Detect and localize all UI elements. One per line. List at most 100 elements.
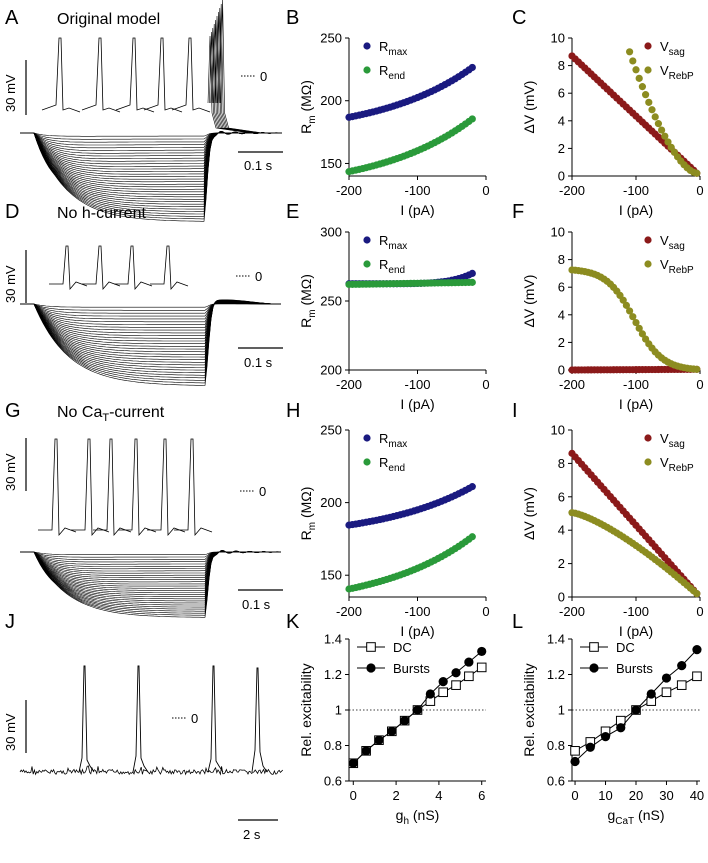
x-tick-label: 40 xyxy=(690,788,704,803)
y-tick-label: 2 xyxy=(558,335,565,350)
x-axis-label-sub: CaT xyxy=(615,816,634,827)
x-tick-label: 0 xyxy=(571,788,578,803)
action-potential xyxy=(71,438,110,537)
data-point-vrebp xyxy=(619,296,627,304)
x-tick-label: -100 xyxy=(623,377,649,392)
y-tick-label: 250 xyxy=(320,31,342,46)
data-point-bursts xyxy=(374,735,384,745)
legend-label-sub: RebP xyxy=(669,71,694,82)
legend-label-sub: end xyxy=(388,71,405,82)
x-axis-label-unit: (nS) xyxy=(409,807,439,823)
y-tick-label: 200 xyxy=(320,495,342,510)
data-point-bursts xyxy=(646,689,656,699)
data-point-vrebp xyxy=(642,91,650,99)
data-point-bursts xyxy=(692,645,702,655)
x-axis-label: I (pA) xyxy=(619,202,653,218)
y-tick-label: 150 xyxy=(320,156,342,171)
legend-marker-vsag xyxy=(644,42,652,50)
y-tick-label: 10 xyxy=(551,225,565,240)
panel-letter-j: J xyxy=(5,611,15,633)
data-point-rmax xyxy=(468,269,476,277)
action-potential xyxy=(81,37,121,113)
action-potential xyxy=(82,245,121,291)
legend-label-main: R xyxy=(379,257,388,272)
data-point-vrebp xyxy=(632,66,640,74)
y-tick-label: 8 xyxy=(558,252,565,267)
legend-label-rmax: Rmax xyxy=(379,39,407,58)
scale-voltage-g: 30 mV xyxy=(3,453,18,491)
data-point-bursts xyxy=(438,677,448,687)
trace-title-a: Original model xyxy=(57,11,160,28)
data-point-vrebp xyxy=(629,57,637,65)
panel-letter-d: D xyxy=(5,201,19,223)
panel-letter-l: L xyxy=(512,611,523,633)
legend-marker-vsag xyxy=(644,236,652,244)
hyperpolarizing-sweep xyxy=(26,551,282,578)
rebound-burst xyxy=(220,0,263,134)
y-axis-label-sub: m xyxy=(307,309,318,317)
y-tick-label: 0.6 xyxy=(324,774,342,789)
legend-label-sub: end xyxy=(388,463,405,474)
y-tick-label: 0.6 xyxy=(547,774,565,789)
voltage-trace-g xyxy=(20,438,282,618)
action-potential xyxy=(78,665,95,773)
data-point-dc xyxy=(676,680,687,690)
legend-marker-rend xyxy=(363,458,371,466)
legend-label-vrebp: VRebP xyxy=(660,455,694,474)
hyperpolarizing-sweep xyxy=(26,551,282,576)
action-potential xyxy=(174,438,213,537)
legend-label-bursts: Bursts xyxy=(616,661,653,676)
x-tick-label: 10 xyxy=(598,788,612,803)
data-point-vrebp xyxy=(635,324,643,332)
scale-voltage-a: 30 mV xyxy=(3,74,18,112)
y-tick-label: 300 xyxy=(320,225,342,240)
legend-label-main: V xyxy=(660,455,669,470)
y-tick-label: 250 xyxy=(320,423,342,438)
x-tick-label: 2 xyxy=(392,788,399,803)
y-axis-label: Rm (MΩ) xyxy=(298,274,318,328)
legend-label-main: R xyxy=(379,455,388,470)
y-axis-label: Rm (MΩ) xyxy=(298,80,318,134)
x-tick-label: -100 xyxy=(404,183,430,198)
panel-letter-a: A xyxy=(5,7,19,29)
legend-label-main: R xyxy=(379,233,388,248)
data-point-dc xyxy=(451,680,461,690)
legend-label-sub: RebP xyxy=(669,463,694,474)
legend-marker-bursts xyxy=(366,663,376,673)
zero-level-j: 0 xyxy=(191,711,198,726)
x-axis-label: I (pA) xyxy=(400,202,434,218)
y-axis-label: Rm (MΩ) xyxy=(298,487,318,541)
y-axis-label-unit: (MΩ) xyxy=(298,487,314,522)
action-potential xyxy=(207,665,224,773)
action-potential xyxy=(49,245,88,291)
x-tick-label: 0 xyxy=(696,377,703,392)
scale-voltage-d: 30 mV xyxy=(3,265,18,303)
data-point-vrebp xyxy=(626,307,634,315)
data-point-rend xyxy=(468,533,476,541)
y-axis-label: Rel. excitability xyxy=(298,663,314,756)
x-axis-label: gh (nS) xyxy=(396,807,440,827)
data-point-vrebp xyxy=(626,48,634,56)
legend-marker-rmax xyxy=(363,42,371,50)
zero-level-a: 0 xyxy=(260,69,267,84)
panel-letter-h: H xyxy=(286,400,300,422)
hyperpolarizing-sweep xyxy=(26,132,282,143)
hyperpolarizing-sweep xyxy=(26,132,282,149)
y-tick-label: 250 xyxy=(320,294,342,309)
y-axis-label: ΔV (mV) xyxy=(521,81,537,134)
data-point-bursts xyxy=(425,689,435,699)
legend-marker-vrebp xyxy=(644,66,652,74)
legend-label-vrebp: VRebP xyxy=(660,63,694,82)
legend-label-vsag: Vsag xyxy=(660,431,685,450)
data-point-rend xyxy=(468,115,476,123)
action-potential xyxy=(150,245,189,291)
hyperpolarizing-sweep xyxy=(26,551,281,565)
action-potential xyxy=(171,37,211,113)
y-axis-label: ΔV (mV) xyxy=(521,275,537,328)
legend-label-main: R xyxy=(379,63,388,78)
legend-label-sub: sag xyxy=(669,241,685,252)
x-tick-label: 20 xyxy=(629,788,643,803)
